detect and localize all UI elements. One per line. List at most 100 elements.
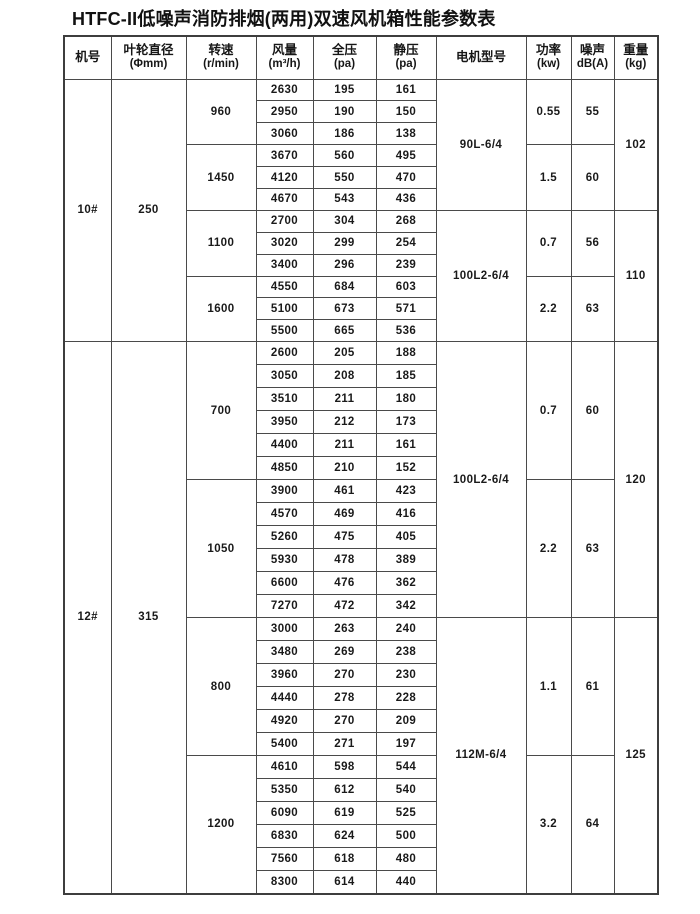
airflow-cell: 6090 [255, 801, 314, 826]
total-pressure-cell: 684 [312, 275, 377, 299]
total-pressure-cell: 624 [312, 824, 377, 849]
airflow-cell: 4550 [255, 275, 314, 299]
static-pressure-cell: 138 [375, 122, 437, 146]
page-title: HTFC-II低噪声消防排烟(两用)双速风机箱性能参数表 [72, 9, 496, 29]
total-pressure-cell: 210 [312, 456, 377, 481]
header-label: 静压 [393, 43, 419, 58]
diameter-cell: 250 [110, 78, 187, 343]
static-pressure-cell: 362 [375, 571, 437, 596]
airflow-cell: 2950 [255, 100, 314, 124]
speed-cell: 1050 [185, 479, 257, 619]
col-header-motor-model: 电机型号 [435, 35, 527, 80]
header-label: 机号 [75, 50, 101, 65]
motor-model-cell: 100L2-6/4 [435, 209, 527, 343]
header-label: 功率 [535, 43, 561, 58]
static-pressure-cell: 436 [375, 187, 437, 211]
header-label: 转速 [208, 43, 234, 58]
table-row: 6090 619 525 [64, 801, 658, 826]
total-pressure-cell: 673 [312, 297, 377, 321]
static-pressure-cell: 423 [375, 479, 437, 504]
static-pressure-cell: 536 [375, 319, 437, 343]
airflow-cell: 5500 [255, 319, 314, 343]
col-header-weight: 重量 (kg) [613, 35, 659, 80]
airflow-cell: 3670 [255, 144, 314, 168]
total-pressure-cell: 304 [312, 209, 377, 233]
header-unit: (kw) [537, 58, 560, 71]
airflow-cell: 4610 [255, 755, 314, 780]
total-pressure-cell: 190 [312, 100, 377, 124]
total-pressure-cell: 296 [312, 253, 377, 277]
static-pressure-cell: 228 [375, 686, 437, 711]
header-label: 风量 [271, 43, 297, 58]
total-pressure-cell: 472 [312, 594, 377, 619]
static-pressure-cell: 342 [375, 594, 437, 619]
total-pressure-cell: 263 [312, 617, 377, 642]
power-cell: 0.7 [525, 341, 572, 481]
table-row: 6600 476 362 [64, 571, 658, 596]
table-row: 5930 478 389 [64, 548, 658, 573]
airflow-cell: 8300 [255, 870, 314, 895]
static-pressure-cell: 500 [375, 824, 437, 849]
airflow-cell: 7270 [255, 594, 314, 619]
noise-cell: 60 [570, 144, 615, 211]
total-pressure-cell: 278 [312, 686, 377, 711]
total-pressure-cell: 598 [312, 755, 377, 780]
power-cell: 0.7 [525, 209, 572, 277]
table-row: 12# 315 700 2600 205 188 100L2-6/4 0.7 60 120 [63, 341, 659, 895]
static-pressure-cell: 230 [375, 663, 437, 688]
static-pressure-cell: 416 [375, 502, 437, 527]
col-header-airflow: 风量 (m³/h) [255, 35, 314, 80]
table-row: 800 3000 263 240 112M-6/4 1.1 61 125 [64, 617, 659, 895]
static-pressure-cell: 525 [375, 801, 437, 826]
table-row: 3050 208 185 [64, 364, 658, 389]
weight-cell: 125 [613, 617, 659, 895]
airflow-cell: 2700 [255, 209, 314, 233]
static-pressure-cell: 268 [375, 209, 437, 233]
header-unit: (pa) [333, 58, 356, 71]
airflow-cell: 3060 [255, 122, 314, 146]
col-header-model: 机号 [63, 35, 112, 80]
weight-cell: 120 [613, 341, 659, 619]
table-row: 3960 270 230 [64, 663, 658, 688]
static-pressure-cell: 495 [375, 144, 437, 168]
noise-cell: 56 [570, 209, 615, 277]
total-pressure-cell: 614 [312, 870, 377, 895]
speed-cell: 1600 [185, 275, 257, 343]
total-pressure-cell: 543 [312, 187, 377, 211]
total-pressure-cell: 299 [312, 231, 377, 255]
motor-model-cell: 112M-6/4 [435, 617, 527, 895]
speed-cell: 1450 [185, 144, 257, 211]
speed-cell: 960 [185, 78, 257, 146]
header-label: 叶轮直径 [123, 43, 174, 58]
table-row: 6830 624 500 [64, 824, 658, 849]
total-pressure-cell: 270 [312, 663, 377, 688]
table-row: 3060 186 138 [64, 122, 658, 146]
airflow-cell: 3400 [255, 253, 314, 277]
static-pressure-cell: 389 [375, 548, 437, 573]
header-unit: (r/min) [203, 58, 239, 71]
airflow-cell: 4570 [255, 502, 314, 527]
total-pressure-cell: 476 [312, 571, 377, 596]
total-pressure-cell: 269 [312, 640, 377, 665]
speed-cell: 1100 [185, 209, 257, 277]
airflow-cell: 4400 [255, 433, 314, 458]
airflow-cell: 5260 [255, 525, 314, 550]
static-pressure-cell: 238 [375, 640, 437, 665]
static-pressure-cell: 180 [375, 387, 437, 412]
airflow-cell: 5100 [255, 297, 314, 321]
header-unit: (kg) [625, 58, 647, 71]
noise-cell: 61 [570, 617, 615, 757]
static-pressure-cell: 544 [375, 755, 437, 780]
static-pressure-cell: 405 [375, 525, 437, 550]
airflow-cell: 2630 [255, 78, 314, 102]
col-header-static-pressure: 静压 (pa) [375, 35, 437, 80]
motor-model-cell: 90L-6/4 [435, 78, 527, 211]
static-pressure-cell: 150 [375, 100, 437, 124]
table-row: 5100 673 571 [64, 297, 658, 321]
airflow-cell: 4670 [255, 187, 314, 211]
static-pressure-cell: 239 [375, 253, 437, 277]
static-pressure-cell: 440 [375, 870, 437, 895]
total-pressure-cell: 208 [312, 364, 377, 389]
airflow-cell: 5350 [255, 778, 314, 803]
total-pressure-cell: 478 [312, 548, 377, 573]
